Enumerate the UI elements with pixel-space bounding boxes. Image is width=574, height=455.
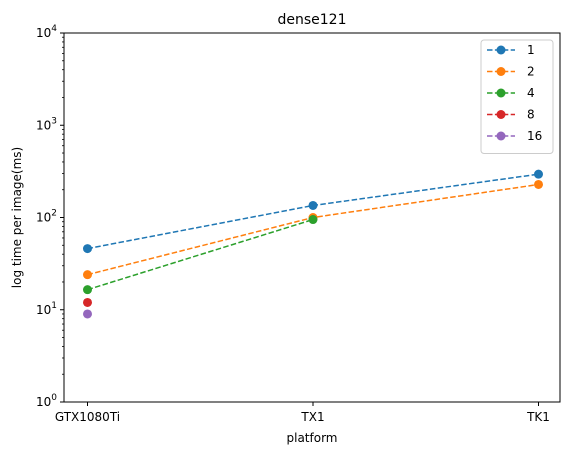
- series-line-2: [87, 183, 539, 276]
- series-layer: [83, 169, 543, 319]
- legend-marker: [496, 110, 506, 119]
- legend-label: 2: [527, 65, 535, 79]
- y-tick-label: 102: [36, 209, 57, 225]
- legend-label: 8: [527, 108, 535, 122]
- legend-marker: [496, 131, 506, 141]
- series-line-4: [87, 218, 314, 291]
- data-point-1: [308, 200, 318, 210]
- data-point-16: [83, 309, 92, 319]
- legend: 1 2 4 8 16: [480, 39, 554, 154]
- x-axis: GTX1080Ti TX1 TK1: [55, 402, 550, 424]
- x-tick-label: GTX1080Ti: [55, 410, 120, 424]
- x-axis-label: platform: [287, 431, 338, 445]
- data-point-4: [83, 285, 92, 295]
- legend-label: 4: [527, 86, 535, 100]
- legend-marker: [496, 88, 506, 98]
- data-point-4: [308, 215, 318, 225]
- data-point-2: [534, 179, 543, 189]
- y-tick-label: 100: [36, 393, 57, 409]
- y-tick-label: 103: [36, 116, 57, 132]
- y-axis-label: log time per image(ms): [10, 147, 24, 288]
- data-point-8: [83, 297, 92, 307]
- series-line-1: [87, 173, 539, 250]
- legend-marker: [496, 45, 506, 55]
- data-point-2: [83, 270, 92, 280]
- legend-label: 16: [527, 129, 542, 143]
- legend-label: 1: [527, 43, 535, 57]
- data-point-1: [534, 169, 543, 179]
- legend-marker: [496, 67, 506, 76]
- x-tick-label: TK1: [526, 410, 550, 424]
- x-tick-label: TX1: [300, 410, 324, 424]
- y-tick-label: 104: [36, 24, 57, 40]
- y-axis: 100 101 102 103 104: [36, 24, 64, 409]
- data-point-1: [83, 244, 92, 254]
- chart-title: dense121: [277, 12, 346, 28]
- y-tick-label: 101: [36, 301, 57, 317]
